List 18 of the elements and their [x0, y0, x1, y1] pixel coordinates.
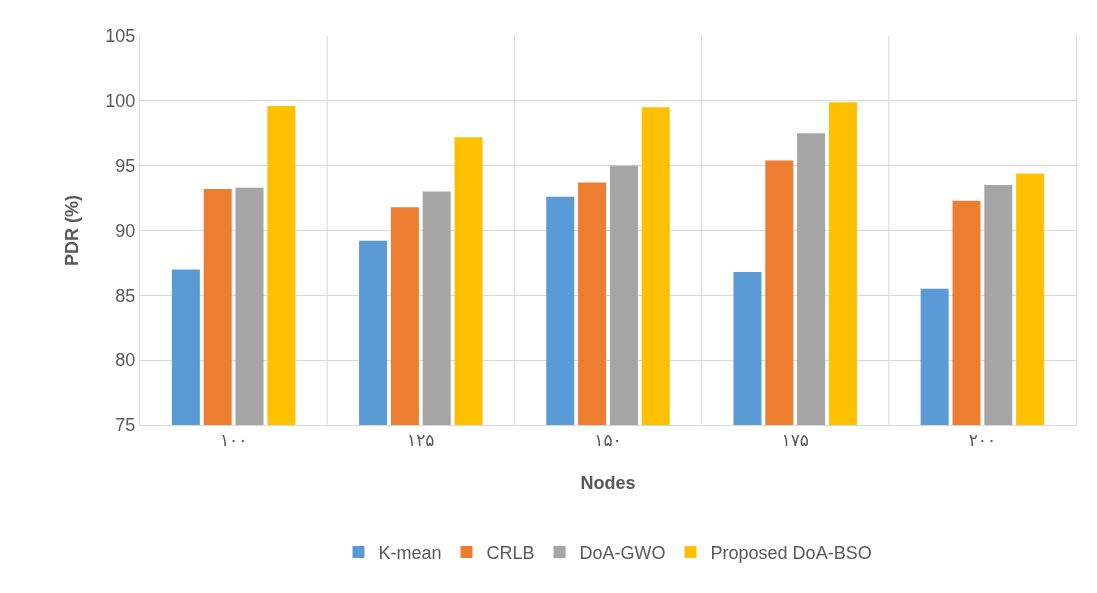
y-tick-label: 75 [115, 415, 136, 436]
legend-label: DoA-GWO [579, 543, 666, 564]
y-tick-label: 95 [115, 155, 136, 176]
y-tick-label: 90 [115, 220, 136, 241]
x-tick-label: ۱۵۰ [594, 431, 622, 451]
y-axis-title: PDR (%) [61, 195, 82, 266]
x-tick-label: ۱۷۵ [781, 431, 809, 451]
x-axis-title: Nodes [580, 473, 636, 493]
y-tick-label: 105 [105, 26, 136, 47]
y-tick-label: 80 [115, 350, 136, 371]
legend-label: CRLB [486, 543, 535, 564]
y-tick-label: 100 [105, 91, 136, 112]
x-tick-label: ۲۰۰ [968, 431, 997, 451]
x-tick-label: ۱۰۰ [219, 431, 248, 451]
legend-label: Proposed DoA-BSO [710, 543, 872, 564]
x-tick-label: ۱۲۵ [407, 431, 435, 451]
y-tick-label: 85 [115, 285, 136, 306]
legend-label: K-mean [378, 543, 442, 564]
